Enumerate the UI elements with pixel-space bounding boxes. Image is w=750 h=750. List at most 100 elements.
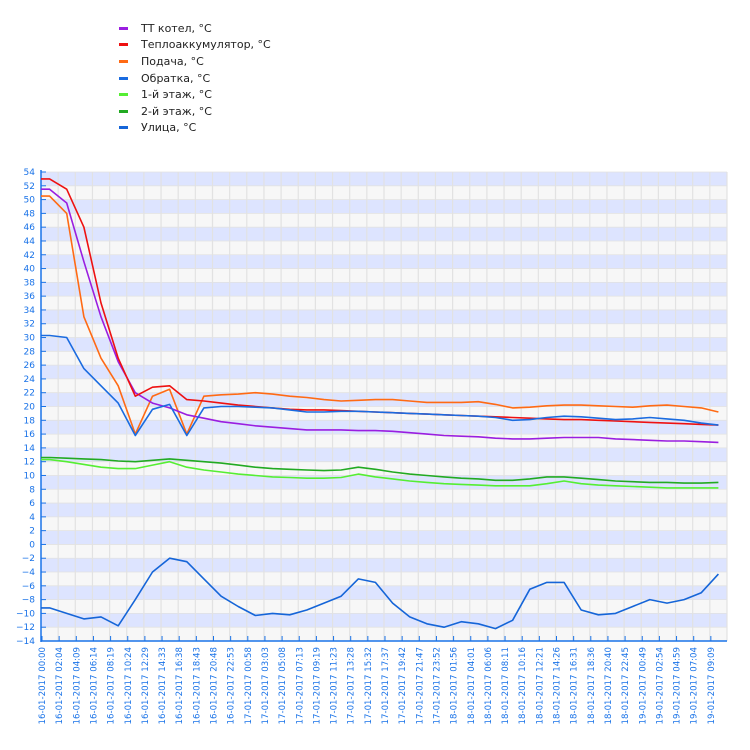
x-tick-label: 17-01-2017 07:13 xyxy=(295,647,305,724)
x-tick-label: 18-01-2017 04:01 xyxy=(467,647,477,724)
y-tick-label: 0 xyxy=(29,540,35,550)
x-tick-label: 16-01-2017 12:29 xyxy=(141,647,151,724)
x-tick-label: 17-01-2017 05:08 xyxy=(278,647,288,724)
y-tick-label: 10 xyxy=(24,471,36,481)
legend-label: Подача, °C xyxy=(141,54,204,68)
series-line xyxy=(41,195,719,435)
y-tick-label: 44 xyxy=(24,237,36,247)
y-tick-label: 42 xyxy=(24,251,35,261)
legend-swatch-icon xyxy=(119,76,128,80)
legend-label: ТТ котел, °C xyxy=(141,21,212,35)
x-tick-label: 18-01-2017 10:16 xyxy=(518,647,528,724)
series-line xyxy=(41,188,719,444)
y-tick-label: −8 xyxy=(22,596,36,606)
series-line xyxy=(41,557,719,630)
y-tick-label: 54 xyxy=(24,168,36,178)
legend-item-ulitsa: Улица, °C xyxy=(119,120,271,137)
x-tick-label: 17-01-2017 09:19 xyxy=(312,647,322,724)
x-tick-label: 19-01-2017 04:59 xyxy=(673,647,683,724)
y-tick-label: 14 xyxy=(24,444,36,454)
legend-swatch-icon xyxy=(119,126,128,130)
y-tick-label: 6 xyxy=(29,499,35,509)
y-tick-label: 26 xyxy=(24,361,36,371)
legend-label: 1-й этаж, °C xyxy=(141,88,212,102)
x-tick-label: 18-01-2017 20:40 xyxy=(604,647,614,724)
y-tick-label: 40 xyxy=(24,265,36,275)
x-tick-label: 18-01-2017 18:36 xyxy=(587,647,597,724)
x-tick-label: 18-01-2017 14:26 xyxy=(553,647,563,724)
y-tick-label: 30 xyxy=(24,334,36,344)
x-tick-label: 16-01-2017 14:33 xyxy=(158,647,168,724)
x-tick-label: 16-01-2017 06:14 xyxy=(89,647,99,724)
x-tick-label: 17-01-2017 00:58 xyxy=(244,647,254,724)
x-tick-label: 17-01-2017 13:28 xyxy=(347,647,357,724)
y-tick-label: 20 xyxy=(24,403,36,413)
y-tick-label: 36 xyxy=(24,292,36,302)
x-tick-label: 18-01-2017 01:56 xyxy=(450,647,460,724)
y-tick-label: 18 xyxy=(24,416,36,426)
y-tick-label: 48 xyxy=(24,209,36,219)
x-tick-label: 17-01-2017 17:37 xyxy=(381,647,391,724)
y-tick-label: 46 xyxy=(24,223,36,233)
legend-swatch-icon xyxy=(119,26,128,30)
y-axis-tick-labels: −14−12−10−8−6−4−202468101214161820222426… xyxy=(16,168,35,647)
y-tick-label: 16 xyxy=(24,430,36,440)
x-tick-label: 19-01-2017 02:54 xyxy=(655,647,665,724)
legend-item-floor-2: 2-й этаж, °C xyxy=(119,103,271,120)
legend-label: Обратка, °C xyxy=(141,71,211,85)
x-tick-label: 18-01-2017 12:21 xyxy=(535,647,545,724)
x-tick-label: 17-01-2017 19:42 xyxy=(398,647,408,724)
y-tick-label: 34 xyxy=(24,306,36,316)
x-tick-label: 16-01-2017 00:00 xyxy=(38,647,48,724)
legend-label: 2-й этаж, °C xyxy=(141,104,212,118)
legend-item-floor-1: 1-й этаж, °C xyxy=(119,86,271,103)
legend-swatch-icon xyxy=(119,43,128,47)
legend-item-teploakkumulyator: Теплоаккумулятор, °C xyxy=(119,37,271,54)
x-tick-label: 16-01-2017 18:43 xyxy=(192,647,202,724)
x-tick-label: 17-01-2017 21:47 xyxy=(415,647,425,724)
y-tick-label: 12 xyxy=(24,458,35,468)
y-tick-label: −12 xyxy=(16,623,35,633)
x-tick-label: 16-01-2017 22:53 xyxy=(227,647,237,724)
chart-axes xyxy=(40,170,727,642)
y-tick-label: −2 xyxy=(22,554,35,564)
y-tick-label: 24 xyxy=(24,375,36,385)
y-tick-label: 8 xyxy=(29,485,35,495)
legend-swatch-icon xyxy=(119,93,128,97)
y-tick-label: 4 xyxy=(29,513,35,523)
x-tick-label: 16-01-2017 04:09 xyxy=(72,647,82,724)
series-line xyxy=(41,334,719,437)
x-tick-label: 19-01-2017 00:49 xyxy=(638,647,648,724)
chart-legend: ТТ котел, °C Теплоаккумулятор, °C Подача… xyxy=(119,20,271,136)
x-tick-label: 18-01-2017 16:31 xyxy=(570,647,580,724)
series-line xyxy=(41,458,719,489)
y-tick-label: 22 xyxy=(24,389,35,399)
y-tick-label: 28 xyxy=(24,347,36,357)
y-tick-label: 50 xyxy=(24,196,36,206)
x-tick-label: 17-01-2017 03:03 xyxy=(261,647,271,724)
x-tick-label: 19-01-2017 07:04 xyxy=(690,647,700,724)
x-tick-label: 18-01-2017 06:06 xyxy=(484,647,494,724)
legend-item-obratka: Обратка, °C xyxy=(119,70,271,87)
y-tick-label: −6 xyxy=(22,582,36,592)
x-tick-label: 16-01-2017 02:04 xyxy=(55,647,65,724)
legend-swatch-icon xyxy=(119,59,128,63)
x-tick-label: 18-01-2017 22:45 xyxy=(621,647,631,724)
horizontal-gridlines xyxy=(41,171,727,642)
x-tick-label: 16-01-2017 16:38 xyxy=(175,647,185,724)
x-tick-label: 17-01-2017 23:52 xyxy=(432,647,442,724)
y-tick-label: 32 xyxy=(24,320,35,330)
x-tick-label: 18-01-2017 08:11 xyxy=(501,647,511,724)
y-tick-label: −14 xyxy=(16,637,35,647)
y-tick-label: 52 xyxy=(24,182,35,192)
x-axis-tick-labels: 16-01-2017 00:00 16-01-2017 02:04 16-01-20… xyxy=(38,647,717,724)
x-tick-label: 19-01-2017 09:09 xyxy=(707,647,717,724)
data-series-lines xyxy=(41,178,719,630)
y-tick-label: −10 xyxy=(16,609,35,619)
series-line xyxy=(41,456,719,484)
legend-label: Улица, °C xyxy=(141,121,197,135)
legend-label: Теплоаккумулятор, °C xyxy=(141,38,271,52)
x-tick-label: 16-01-2017 20:48 xyxy=(210,647,220,724)
x-tick-label: 16-01-2017 08:19 xyxy=(107,647,117,724)
